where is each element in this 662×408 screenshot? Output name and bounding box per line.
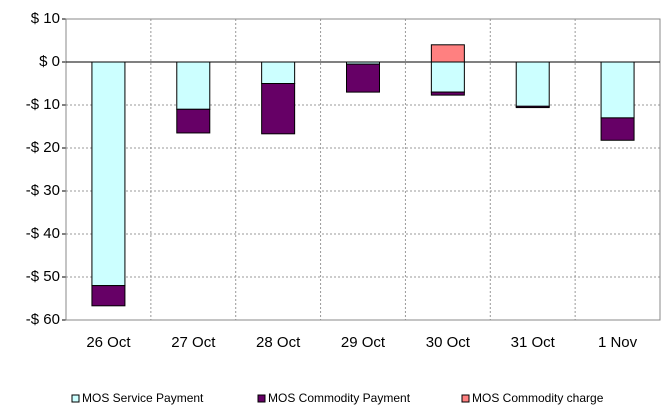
legend-label: MOS Commodity charge — [472, 391, 604, 405]
bar — [176, 61, 211, 110]
x-tick-label: 29 Oct — [341, 334, 386, 351]
bar — [430, 44, 465, 63]
bar — [261, 83, 296, 135]
y-tick-label: $ 10 — [31, 10, 60, 27]
bar — [430, 91, 465, 96]
x-tick-label: 27 Oct — [171, 334, 216, 351]
bar — [346, 63, 380, 93]
y-tick-label: -$ 50 — [26, 268, 60, 285]
y-tick-label: -$ 10 — [26, 96, 60, 113]
y-tick-label: -$ 60 — [26, 311, 60, 328]
bar — [600, 117, 635, 141]
y-tick-label: -$ 20 — [26, 139, 60, 156]
legend-swatch — [461, 394, 470, 403]
legend-swatch — [71, 394, 80, 403]
x-tick-label: 31 Oct — [511, 334, 556, 351]
x-tick-label: 28 Oct — [256, 334, 301, 351]
legend-label: MOS Commodity Payment — [268, 391, 411, 405]
bar — [600, 61, 635, 119]
bar — [176, 108, 211, 134]
bar — [261, 61, 296, 84]
legend-label: MOS Service Payment — [82, 391, 204, 405]
bar — [515, 61, 550, 107]
bar — [91, 285, 126, 307]
bar — [430, 61, 465, 93]
x-tick-label: 1 Nov — [598, 334, 638, 351]
x-tick-label: 30 Oct — [426, 334, 471, 351]
legend-swatch — [257, 394, 266, 403]
y-tick-label: -$ 40 — [26, 225, 60, 242]
x-tick-label: 26 Oct — [86, 334, 131, 351]
bar — [515, 105, 550, 109]
y-tick-label: $ 0 — [39, 53, 60, 70]
plot-border — [65, 18, 661, 321]
bar — [91, 61, 126, 287]
y-tick-label: -$ 30 — [26, 182, 60, 199]
